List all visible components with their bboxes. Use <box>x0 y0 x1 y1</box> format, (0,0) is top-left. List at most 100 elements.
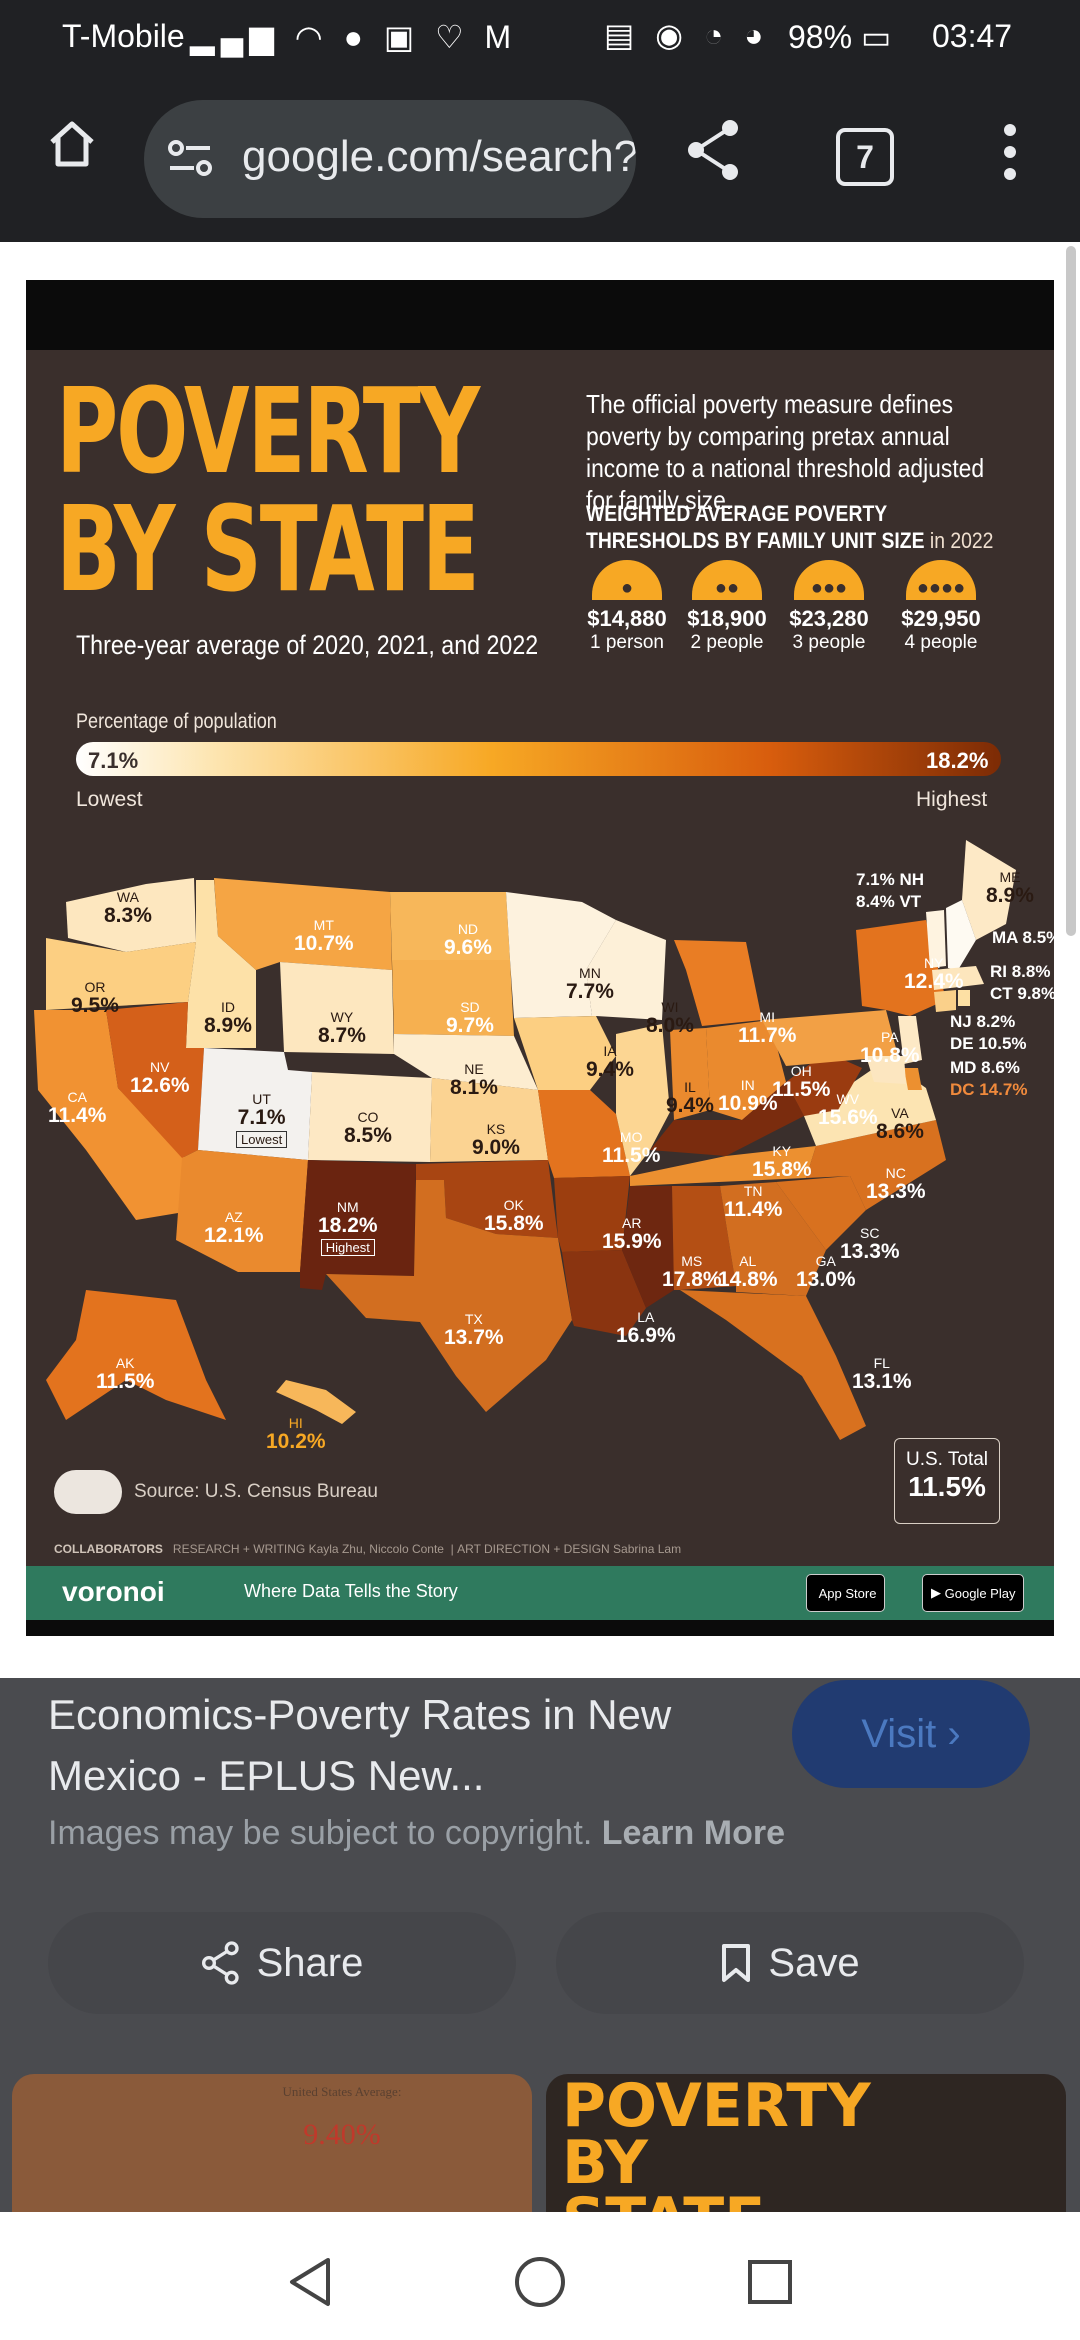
label-wa: WA 8.3% <box>104 890 152 927</box>
home-button[interactable] <box>34 106 110 182</box>
state-al <box>672 1186 736 1290</box>
signal-icon: ▂▄▆ <box>190 19 280 55</box>
share-icon <box>688 120 738 180</box>
state-nm <box>300 1160 416 1290</box>
threshold-2: ●● $18,900 2 people <box>672 560 782 654</box>
state-wi <box>586 920 666 1020</box>
speed-icon: ◕ <box>744 17 770 53</box>
state-abbr: AR <box>622 1215 642 1231</box>
side-label-de: DE 10.5% <box>950 1034 1027 1053</box>
clock: 03:47 <box>932 18 1013 54</box>
threshold-amount: $29,950 <box>901 606 981 631</box>
label-wv: WV 15.6% <box>818 1092 878 1129</box>
mail-icon: M <box>484 19 518 55</box>
label-ak: AK 11.5% <box>96 1356 154 1393</box>
state-abbr: FL <box>873 1355 890 1371</box>
thumb1-caption: United States Average: <box>282 2084 402 2099</box>
state-sd <box>392 960 514 1036</box>
state-abbr: KY <box>772 1143 792 1159</box>
poverty-infographic[interactable]: POVERTY BY STATE Three-year average of 2… <box>26 280 1054 1636</box>
state-abbr: WY <box>330 1009 354 1025</box>
state-value: 11.5% <box>96 1369 155 1393</box>
label-hi: HI 10.2% <box>266 1416 326 1453</box>
state-value: 9.4% <box>666 1093 714 1117</box>
state-abbr: VA <box>891 1105 909 1121</box>
state-value: 13.3% <box>866 1179 926 1203</box>
visit-button[interactable]: Visit › <box>792 1680 1030 1788</box>
state-value: 7.7% <box>566 979 614 1003</box>
state-ms <box>622 1186 674 1308</box>
google-play-badge: ▶ Google Play <box>922 1574 1025 1612</box>
state-abbr: KS <box>486 1121 506 1137</box>
recents-button[interactable] <box>740 2252 800 2312</box>
back-button[interactable] <box>280 2252 340 2312</box>
side-label-ct: CT 9.8% <box>990 984 1054 1003</box>
related-image-1[interactable]: United States Average: 9.40% <box>12 2074 532 2214</box>
state-ct <box>934 990 956 1012</box>
state-value: 13.7% <box>444 1325 504 1349</box>
state-abbr: AL <box>739 1253 757 1269</box>
side-label-nj: NJ 8.2% <box>950 1012 1016 1031</box>
state-mn <box>506 892 616 1018</box>
label-oh: OH 11.5% <box>772 1064 830 1101</box>
more-menu-button[interactable] <box>990 116 1030 188</box>
url-text: google.com/search?q <box>242 132 636 181</box>
source-line: Source: U.S. Census Bureau <box>54 1470 378 1514</box>
related-image-2[interactable]: POVERTY BY STATE <box>546 2074 1066 2214</box>
back-icon <box>290 2258 330 2306</box>
tab-switcher-button[interactable]: 7 <box>836 128 894 186</box>
app-store-text: App Store <box>818 1585 877 1601</box>
scrollbar[interactable] <box>1066 246 1076 936</box>
state-sc <box>776 1176 866 1250</box>
label-nd: ND 9.6% <box>444 922 492 959</box>
state-wy <box>280 962 394 1054</box>
highest-tag: Highest <box>320 1238 375 1257</box>
label-sd: SD 9.7% <box>446 1000 494 1037</box>
state-value: 8.0% <box>646 1013 694 1037</box>
state-abbr: ME <box>999 869 1021 885</box>
label-nm: NM 18.2% Highest <box>318 1200 378 1257</box>
alarm-icon: ◔ <box>703 17 730 53</box>
state-value: 8.3% <box>104 903 152 927</box>
state-value: 12.1% <box>204 1223 264 1247</box>
state-nj <box>898 1016 922 1064</box>
state-abbr: IL <box>684 1079 696 1095</box>
state-value: 8.1% <box>450 1075 498 1099</box>
state-abbr: ID <box>220 999 235 1015</box>
state-abbr: OR <box>84 979 106 995</box>
share-result-button[interactable]: Share <box>48 1912 516 2014</box>
label-ut: UT 7.1% Lowest <box>236 1092 288 1149</box>
carrier-name: T-Mobile <box>62 18 185 54</box>
state-abbr: OK <box>503 1197 524 1213</box>
share-button[interactable] <box>680 116 748 184</box>
state-ak <box>46 1290 226 1420</box>
state-abbr: TX <box>464 1311 483 1327</box>
state-value: 11.4% <box>48 1103 107 1127</box>
learn-more-link[interactable]: Learn More <box>601 1814 785 1852</box>
state-abbr: ND <box>457 921 479 937</box>
result-title[interactable]: Economics-Poverty Rates in New Mexico - … <box>48 1691 672 1799</box>
save-result-button[interactable]: Save <box>556 1912 1024 2014</box>
label-tn: TN 11.4% <box>724 1184 782 1221</box>
side-label-vt: 8.4% VT <box>856 892 922 911</box>
voronoi-tagline: Where Data Tells the Story <box>244 1581 458 1601</box>
share-icon <box>201 1941 239 1985</box>
battery-level: 98% ▭ <box>788 18 891 56</box>
home-nav-button[interactable] <box>510 2252 570 2312</box>
label-or: OR 9.5% <box>71 980 119 1017</box>
threshold-label: 3 people <box>792 632 866 653</box>
state-value: 9.0% <box>472 1135 520 1159</box>
state-md <box>866 1056 906 1084</box>
chevron-right-icon: › <box>947 1711 961 1756</box>
legend-max-label: Highest <box>916 788 988 811</box>
state-abbr: GA <box>815 1253 836 1269</box>
legend-min-label: Lowest <box>76 788 143 811</box>
state-value: 7.1% <box>237 1105 286 1129</box>
url-bar[interactable]: google.com/search?q <box>144 100 636 218</box>
battery-percent: 98% <box>788 19 853 55</box>
state-abbr: WI <box>661 999 679 1015</box>
label-la: LA 16.9% <box>616 1310 676 1347</box>
notification-icons: ▂▄▆ ◠ ● ▣ ♡ M <box>190 18 517 56</box>
state-ri <box>958 990 970 1006</box>
people-icon: ●●● <box>794 560 864 600</box>
